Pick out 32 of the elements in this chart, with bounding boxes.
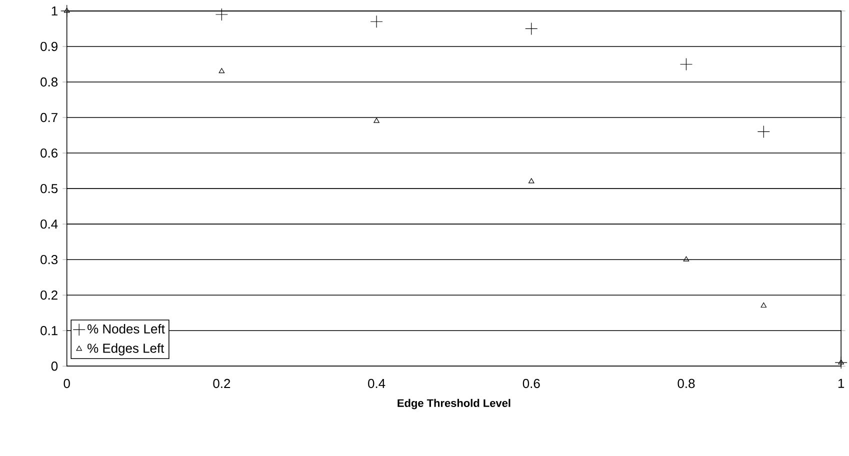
point <box>528 178 534 184</box>
x-tick-label: 0 <box>64 378 70 388</box>
legend-label: % Nodes Left <box>88 324 165 334</box>
point <box>680 58 693 71</box>
legend-label: % Edges Left <box>88 343 164 356</box>
y-tick-label: 0.2 <box>40 290 58 300</box>
y-tick-label: 0.4 <box>40 220 58 229</box>
point <box>370 15 383 28</box>
x-tick-label: 0.8 <box>678 378 695 388</box>
y-tick-label: 0.7 <box>40 112 58 122</box>
point <box>374 118 380 123</box>
point <box>218 68 225 74</box>
point <box>64 8 70 13</box>
x-tick-label: 0.6 <box>522 378 540 388</box>
point <box>760 302 767 308</box>
point <box>525 22 538 36</box>
point <box>683 256 690 262</box>
x-axis-title: Edge Threshold Level <box>398 398 510 410</box>
y-tick-label: 0.6 <box>40 148 58 158</box>
y-tick-label: 0.8 <box>40 77 58 87</box>
y-tick-label: 0 <box>51 362 58 371</box>
point <box>60 4 74 18</box>
point <box>757 125 770 138</box>
x-tick-label: 0.2 <box>213 378 230 388</box>
y-tick-label: 1 <box>52 6 58 16</box>
y-tick-label: 0.1 <box>40 326 58 336</box>
y-tick-label: 0.3 <box>40 255 58 264</box>
x-tick-label: 1 <box>838 378 844 388</box>
y-tick-label: 0.9 <box>40 42 58 52</box>
point <box>215 8 228 21</box>
x-tick-label: 0.4 <box>368 378 386 388</box>
y-tick-label: 0.5 <box>40 184 58 194</box>
